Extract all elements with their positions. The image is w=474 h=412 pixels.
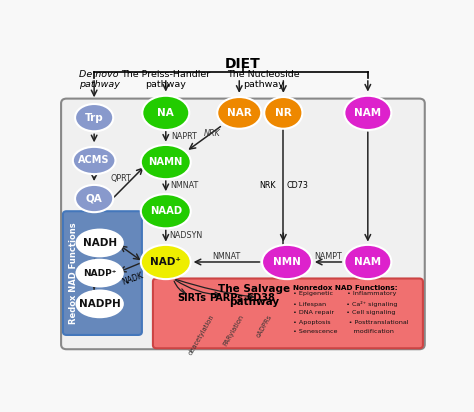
Ellipse shape [217,97,261,129]
Text: QPRT: QPRT [110,174,131,183]
Text: The Preiss-Handler
pathway: The Preiss-Handler pathway [121,70,210,89]
Text: NAMPT: NAMPT [314,253,342,262]
Text: deacetylation: deacetylation [188,314,216,356]
Ellipse shape [264,97,302,129]
Ellipse shape [75,185,113,212]
Text: cADPRs: cADPRs [255,314,273,338]
Text: SIRTs: SIRTs [177,293,206,304]
Text: • DNA repair      • Cell signaling: • DNA repair • Cell signaling [293,310,395,315]
Text: NAMN: NAMN [148,157,183,167]
Ellipse shape [262,245,312,279]
Text: CD73: CD73 [286,181,308,190]
Text: NMNAT: NMNAT [170,181,198,190]
Ellipse shape [344,245,392,279]
Text: PARPs: PARPs [210,293,243,304]
FancyBboxPatch shape [63,211,142,335]
Text: • Apoptosis         • Posttranslational: • Apoptosis • Posttranslational [293,320,409,325]
Text: Nonredox NAD Functions:: Nonredox NAD Functions: [293,285,398,291]
Text: NAAD: NAAD [150,206,182,216]
Ellipse shape [142,96,189,130]
Text: QA: QA [86,194,102,204]
Ellipse shape [76,260,123,286]
Ellipse shape [141,245,191,279]
Text: NRK: NRK [203,129,220,138]
Text: The Salvage
pathway: The Salvage pathway [218,284,290,307]
Ellipse shape [75,104,113,131]
Text: DIET: DIET [225,57,261,71]
Text: PARylation: PARylation [222,314,245,347]
Text: NAM: NAM [354,108,382,118]
Text: NR: NR [275,108,292,118]
Text: NADK: NADK [121,271,145,286]
Text: Trp: Trp [85,112,103,123]
Text: NADH: NADH [82,238,117,248]
Text: De novo
pathway: De novo pathway [80,70,120,89]
Text: NRK: NRK [259,181,276,190]
Text: NMN: NMN [273,257,301,267]
Text: NAR: NAR [227,108,252,118]
Text: NAPRT: NAPRT [171,131,197,140]
Text: Redox NAD Functions: Redox NAD Functions [69,222,78,324]
Text: NADSYN: NADSYN [169,231,202,240]
Text: • Lifespan          • Ca²⁺ signaling: • Lifespan • Ca²⁺ signaling [293,301,397,307]
Ellipse shape [141,145,191,179]
Text: • Senescence        modification: • Senescence modification [293,329,394,334]
FancyBboxPatch shape [61,98,425,349]
FancyBboxPatch shape [153,279,423,348]
Text: CD38: CD38 [247,293,276,304]
Ellipse shape [76,290,123,317]
Text: NMNAT: NMNAT [212,253,240,262]
Text: NA: NA [157,108,174,118]
Text: NADP⁺: NADP⁺ [83,269,116,278]
Text: NAD⁺: NAD⁺ [150,257,181,267]
Text: NAM: NAM [354,257,382,267]
Ellipse shape [76,229,123,256]
Ellipse shape [344,96,392,130]
Ellipse shape [141,194,191,228]
Ellipse shape [73,147,116,174]
Text: The Nucleoside
pathway: The Nucleoside pathway [227,70,300,89]
Text: • Epigenetic       • Inflammatory: • Epigenetic • Inflammatory [293,291,396,296]
Text: ACMS: ACMS [78,155,110,166]
Text: NADPH: NADPH [79,299,120,309]
